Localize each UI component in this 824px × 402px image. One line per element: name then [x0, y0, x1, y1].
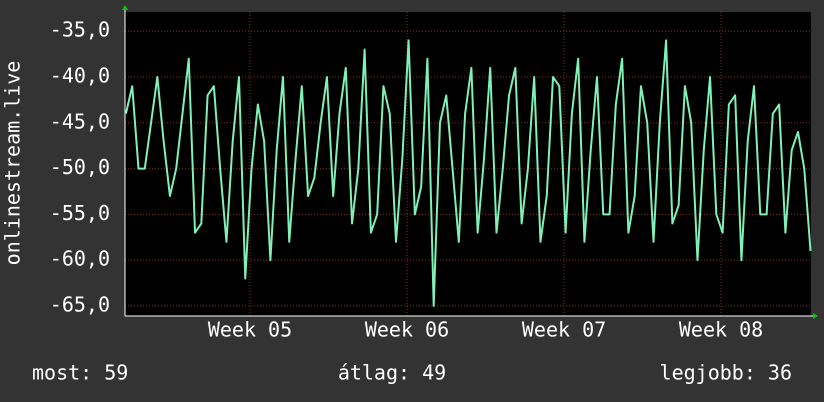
y-tick-label: -55,0 — [50, 201, 110, 225]
y-tick-label: -50,0 — [50, 155, 110, 179]
x-tick-label: Week 06 — [365, 318, 449, 342]
y-tick-label: -60,0 — [50, 247, 110, 271]
plot-background — [125, 12, 811, 316]
axis-arrow — [813, 313, 818, 319]
x-tick-label: Week 08 — [679, 318, 763, 342]
data-line — [124, 39, 812, 307]
footer-best: legjobb: 36 — [660, 361, 792, 385]
y-tick-label: -35,0 — [50, 18, 110, 42]
axis-arrow — [122, 5, 128, 10]
footer-current: most: 59 — [32, 361, 128, 385]
y-axis-title: onlinestream.live — [1, 61, 25, 266]
y-tick-label: -65,0 — [50, 292, 110, 316]
y-tick-label: -45,0 — [50, 109, 110, 133]
x-tick-label: Week 05 — [208, 318, 292, 342]
y-tick-label: -40,0 — [50, 64, 110, 88]
footer-average: átlag: 49 — [338, 361, 446, 385]
x-tick-label: Week 07 — [522, 318, 606, 342]
